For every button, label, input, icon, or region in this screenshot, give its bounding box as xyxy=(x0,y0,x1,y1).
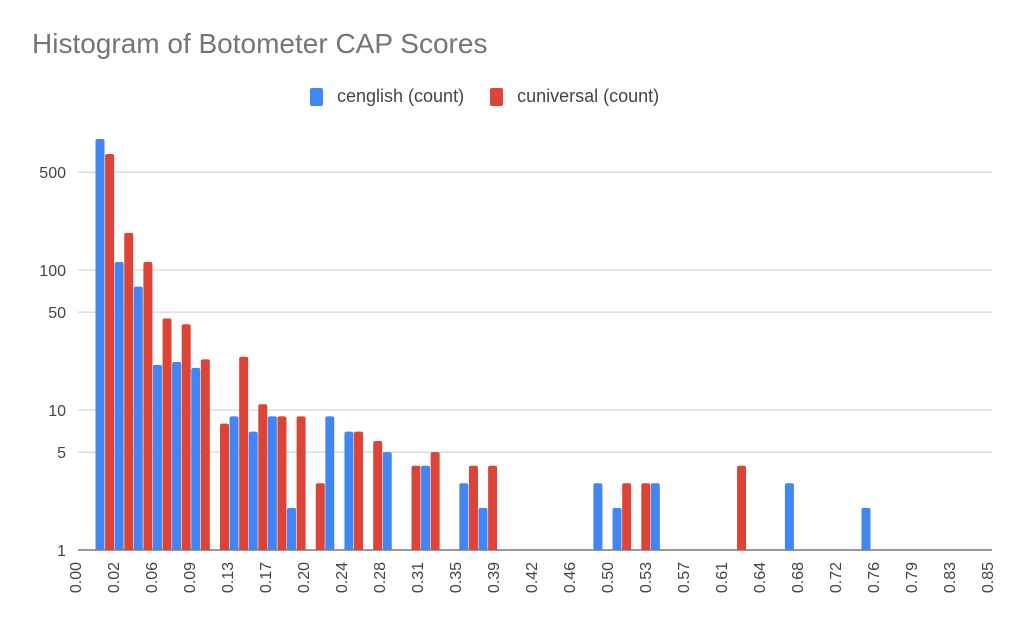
x-tick-label: 0.02 xyxy=(106,562,123,593)
bar-cuniversal xyxy=(468,465,478,550)
y-tick-label: 10 xyxy=(48,403,66,420)
bar-cuniversal xyxy=(105,153,115,550)
bar-cenglish xyxy=(784,483,794,550)
bar-cuniversal xyxy=(124,232,134,550)
bar-cuniversal xyxy=(181,324,191,550)
x-tick-label: 0.09 xyxy=(182,562,199,593)
x-tick-label: 0.17 xyxy=(258,562,275,593)
x-tick-label: 0.79 xyxy=(904,562,921,593)
bar-cenglish xyxy=(421,465,431,550)
bar-cuniversal xyxy=(737,465,747,550)
bar-cuniversal xyxy=(296,416,306,550)
bar-cuniversal xyxy=(200,359,210,550)
x-tick-label: 0.53 xyxy=(638,562,655,593)
bar-cuniversal xyxy=(622,483,632,550)
x-tick-label: 0.20 xyxy=(296,562,313,593)
bar-cenglish xyxy=(650,483,660,550)
bar-cenglish xyxy=(382,452,392,550)
x-tick-label: 0.28 xyxy=(372,562,389,593)
chart-title: Histogram of Botometer CAP Scores xyxy=(32,28,488,59)
y-tick-label: 500 xyxy=(39,165,66,182)
bar-cuniversal xyxy=(430,452,440,550)
legend-item-cenglish[interactable]: cenglish (count) xyxy=(310,86,464,107)
x-tick-label: 0.39 xyxy=(486,562,503,593)
bar-cuniversal xyxy=(162,318,172,550)
bar-cenglish xyxy=(172,362,182,550)
x-tick-label: 0.46 xyxy=(562,562,579,593)
legend-label-cuniversal: cuniversal (count) xyxy=(517,86,660,106)
bar-cenglish xyxy=(95,138,105,550)
bar-cuniversal xyxy=(258,404,268,550)
legend-swatch-cuniversal xyxy=(490,87,504,106)
y-tick-label: 1 xyxy=(57,543,66,560)
x-tick-label: 0.13 xyxy=(220,562,237,593)
bar-cuniversal xyxy=(373,441,383,550)
bar-cuniversal xyxy=(488,465,498,550)
bar-cenglish xyxy=(191,367,201,550)
bar-cenglish xyxy=(325,416,335,550)
x-tick-label: 0.64 xyxy=(752,562,769,593)
bar-cuniversal xyxy=(220,423,229,550)
bar-cenglish xyxy=(248,431,258,550)
bar-cuniversal xyxy=(641,483,651,550)
x-tick-label: 0.76 xyxy=(866,562,883,593)
bar-cenglish xyxy=(612,507,622,550)
x-tick-label: 0.00 xyxy=(68,562,85,593)
bar-cenglish xyxy=(861,507,871,550)
x-tick-label: 0.68 xyxy=(790,562,807,593)
y-tick-label: 50 xyxy=(48,305,66,322)
bar-cuniversal xyxy=(143,262,153,550)
legend: cenglish (count) cuniversal (count) xyxy=(310,86,685,107)
bar-cenglish xyxy=(267,416,277,550)
y-tick-label: 100 xyxy=(39,263,66,280)
x-tick-label: 0.06 xyxy=(144,562,161,593)
bar-cuniversal xyxy=(315,483,325,550)
x-tick-label: 0.35 xyxy=(448,562,465,593)
x-tick-label: 0.72 xyxy=(828,562,845,593)
bar-cenglish xyxy=(133,286,143,550)
bar-cenglish xyxy=(287,507,296,550)
x-tick-label: 0.42 xyxy=(524,562,541,593)
legend-item-cuniversal[interactable]: cuniversal (count) xyxy=(490,86,659,107)
bar-cuniversal xyxy=(239,356,249,550)
x-tick-label: 0.50 xyxy=(600,562,617,593)
bar-cuniversal xyxy=(354,431,364,550)
x-tick-label: 0.31 xyxy=(410,562,427,593)
x-tick-label: 0.24 xyxy=(334,562,351,593)
bar-cenglish xyxy=(344,431,354,550)
bar-cenglish xyxy=(459,483,469,550)
x-tick-label: 0.57 xyxy=(676,562,693,593)
bar-cenglish xyxy=(114,262,124,550)
bar-cenglish xyxy=(478,507,488,550)
bar-cuniversal xyxy=(411,465,421,550)
y-tick-label: 5 xyxy=(57,445,66,462)
bar-cuniversal xyxy=(277,416,287,550)
x-tick-label: 0.85 xyxy=(980,562,997,593)
legend-swatch-cenglish xyxy=(310,87,323,106)
x-tick-label: 0.61 xyxy=(714,562,731,593)
bar-cenglish xyxy=(229,416,239,550)
bar-cenglish xyxy=(593,483,603,550)
x-tick-label: 0.83 xyxy=(942,562,959,593)
bar-cenglish xyxy=(152,364,162,550)
legend-label-cenglish: cenglish (count) xyxy=(337,86,465,106)
